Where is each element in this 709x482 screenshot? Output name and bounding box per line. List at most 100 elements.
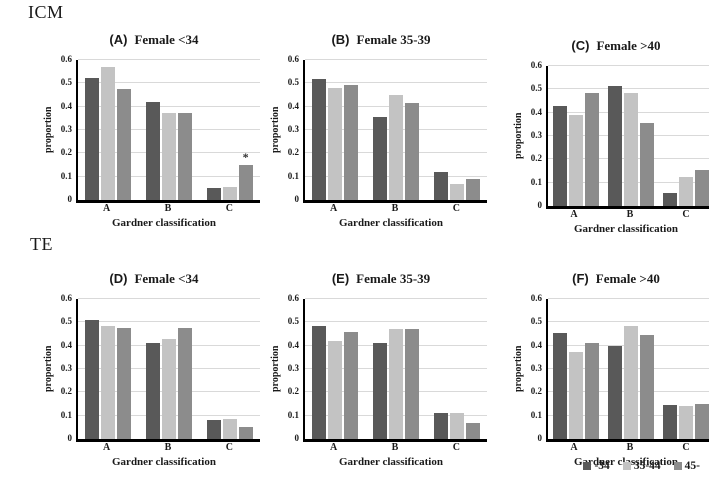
x-category-label-c: C	[225, 442, 233, 453]
y-tick-label: 0.3	[60, 363, 72, 373]
y-tick-label: 0.1	[287, 409, 299, 420]
bar--34-b	[372, 343, 387, 439]
bar-35-44-b	[388, 95, 403, 200]
x-category-label-c: C	[682, 442, 690, 453]
bar--34-c	[663, 405, 678, 439]
bar-group-b	[145, 328, 192, 439]
bar-45--b	[404, 329, 419, 439]
x-category-label-b: B	[626, 442, 634, 453]
bar-35-44-b	[161, 112, 176, 200]
legend-item-45: 45-	[673, 460, 700, 472]
gridline	[548, 321, 709, 323]
panel-letter-label: (E)	[331, 271, 350, 286]
y-axis-ticks: 0 0.1 0.2 0.3 0.4 0.5 0.6	[282, 293, 303, 443]
y-tick-label: 0	[294, 433, 300, 443]
bar--34-c	[433, 413, 448, 439]
bar-group-c: *	[206, 150, 253, 200]
bar-groups	[305, 60, 487, 200]
section-label-te: TE	[30, 234, 53, 254]
x-axis-title: Gardner classification	[574, 223, 678, 235]
x-category-label-b: B	[391, 442, 399, 453]
bar-group-b	[145, 102, 192, 200]
legend-swatch-icon	[583, 462, 592, 470]
y-tick-label: 0.5	[287, 316, 299, 327]
bar-groups	[305, 299, 487, 439]
plot-area: *	[76, 59, 260, 203]
y-tick-label: 0.4	[530, 339, 542, 350]
bar-group-b	[607, 325, 654, 439]
bar--34-a	[552, 105, 567, 206]
bar-group-a	[552, 332, 599, 439]
chart-title-text: Female 35-39	[356, 271, 431, 286]
bar-45--a	[584, 343, 599, 439]
bar-group-a	[85, 320, 132, 439]
y-tick-label: 0.3	[530, 130, 542, 140]
x-axis-title: Gardner classification	[339, 456, 443, 468]
bar-group-b	[372, 95, 419, 200]
x-category-label-a: A	[570, 209, 578, 220]
plot-column	[303, 59, 493, 203]
y-axis-title: proportion	[43, 345, 54, 393]
bar-45--c	[695, 404, 709, 439]
x-axis-block: A B C Gardner classification	[269, 442, 493, 468]
panel-letter-label: (B)	[331, 32, 350, 47]
y-tick-label: 0.5	[530, 316, 542, 327]
plot-column	[546, 298, 709, 442]
y-tick-label: 0.6	[287, 54, 299, 64]
y-axis-ticks: 0 0.1 0.2 0.3 0.4 0.5 0.6	[525, 293, 546, 443]
x-category-label-a: A	[570, 442, 578, 453]
chart-body: proportion 0 0.1 0.2 0.3 0.4 0.5 0.6	[512, 293, 709, 443]
x-axis-title: Gardner classification	[112, 217, 216, 229]
y-tick-label: 0	[67, 194, 73, 204]
y-tick-label: 0	[537, 200, 543, 210]
x-axis-block: A B C Gardner classification	[512, 209, 709, 235]
x-category-label-a: A	[103, 442, 111, 453]
gridline	[78, 82, 260, 84]
bar--34-c	[433, 172, 448, 200]
bar-45--b	[404, 103, 419, 200]
bar--34-a	[552, 332, 567, 439]
x-axis-title: Gardner classification	[112, 456, 216, 468]
chart-body: proportion 0 0.1 0.2 0.3 0.4 0.5 0.6	[269, 293, 493, 443]
gridline	[548, 65, 709, 66]
bar-35-44-a	[328, 88, 343, 200]
bar-45--c: *	[238, 150, 253, 200]
y-tick-label: 0.6	[530, 60, 542, 70]
bar--34-c	[206, 420, 221, 439]
x-category-label-b: B	[626, 209, 634, 220]
panel-letter-label: (C)	[571, 38, 590, 53]
x-axis-title: Gardner classification	[339, 217, 443, 229]
y-tick-label: 0.1	[287, 170, 299, 181]
bar-45--a	[344, 84, 359, 200]
x-category-label-b: B	[164, 203, 172, 214]
bar-45--a	[344, 331, 359, 439]
y-axis-title: proportion	[43, 106, 54, 154]
y-tick-label: 0.6	[60, 54, 72, 64]
gridline	[78, 59, 260, 60]
chart-panel-d: (D) Female <34 proportion 0 0.1 0.2 0.3 0.4 0.5 0…	[42, 271, 266, 482]
bar-group-c	[433, 412, 480, 439]
y-axis-ticks: 0 0.1 0.2 0.3 0.4 0.5 0.6	[282, 54, 303, 204]
y-tick-label: 0.3	[530, 363, 542, 373]
bar-45--c	[695, 169, 709, 206]
bar-35-44-b	[623, 325, 638, 439]
x-category-label-c: C	[682, 209, 690, 220]
chart-title-text: Female >40	[595, 271, 660, 286]
y-axis-ticks: 0 0.1 0.2 0.3 0.4 0.5 0.6	[525, 60, 546, 210]
bar-35-44-c	[222, 187, 237, 200]
bar--34-b	[145, 343, 160, 439]
bar-35-44-b	[161, 338, 176, 439]
bar--34-a	[85, 320, 100, 439]
y-axis-title: proportion	[270, 345, 281, 393]
gridline	[305, 59, 487, 60]
chart-body: proportion 0 0.1 0.2 0.3 0.4 0.5 0.6	[42, 293, 266, 443]
y-tick-label: 0.2	[287, 147, 299, 158]
plot-area	[303, 298, 487, 442]
x-axis-block: A B C Gardner classification	[42, 203, 266, 229]
gridline	[305, 82, 487, 84]
y-axis-title: proportion	[270, 106, 281, 154]
bar-35-44-c	[679, 176, 694, 206]
bar--34-c	[206, 188, 221, 200]
chart-body: proportion 0 0.1 0.2 0.3 0.4 0.5 0.6 *	[42, 54, 266, 204]
x-category-labels: A B C	[512, 442, 709, 453]
